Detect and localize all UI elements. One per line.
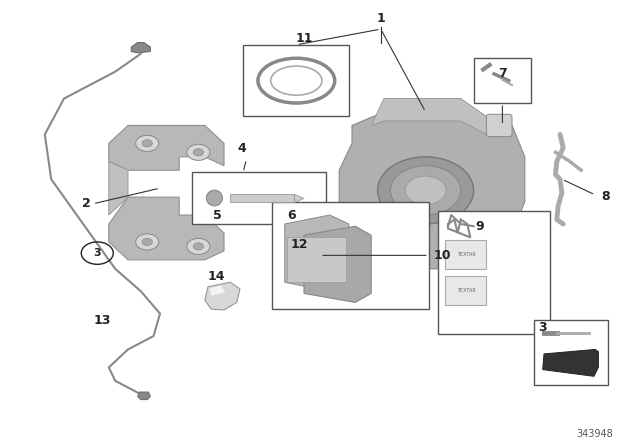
- Circle shape: [187, 144, 210, 160]
- Text: 3: 3: [93, 248, 101, 258]
- Text: 13: 13: [93, 314, 111, 327]
- Bar: [445, 276, 486, 305]
- Circle shape: [142, 238, 152, 246]
- Polygon shape: [371, 99, 486, 134]
- Polygon shape: [543, 349, 598, 376]
- Text: 11: 11: [295, 31, 313, 45]
- Circle shape: [142, 140, 152, 147]
- Text: 14: 14: [207, 270, 225, 284]
- FancyBboxPatch shape: [486, 114, 512, 137]
- Bar: [192, 172, 326, 224]
- Polygon shape: [109, 197, 224, 260]
- Polygon shape: [138, 392, 150, 400]
- Circle shape: [405, 176, 446, 205]
- Bar: [474, 58, 531, 103]
- Bar: [445, 240, 486, 269]
- Text: 7: 7: [498, 67, 507, 81]
- Text: 5: 5: [213, 208, 222, 222]
- Text: 10: 10: [434, 249, 451, 262]
- Bar: [287, 237, 346, 282]
- Bar: [272, 202, 429, 309]
- Text: 343948: 343948: [577, 429, 613, 439]
- Text: 8: 8: [602, 190, 610, 203]
- Polygon shape: [339, 112, 525, 269]
- Circle shape: [136, 135, 159, 151]
- Text: 1: 1: [376, 12, 385, 25]
- Polygon shape: [109, 125, 224, 170]
- Ellipse shape: [206, 190, 223, 206]
- Text: 4: 4: [237, 142, 246, 155]
- Text: 3: 3: [538, 320, 547, 334]
- Polygon shape: [285, 215, 349, 291]
- Polygon shape: [210, 285, 225, 296]
- Polygon shape: [131, 43, 150, 53]
- Text: 2: 2: [82, 197, 91, 211]
- Text: TEXTAR: TEXTAR: [456, 252, 476, 257]
- Bar: [243, 45, 349, 116]
- Circle shape: [187, 238, 210, 254]
- Polygon shape: [304, 226, 371, 302]
- Circle shape: [136, 234, 159, 250]
- Text: 12: 12: [291, 237, 308, 251]
- Polygon shape: [294, 194, 304, 202]
- Circle shape: [193, 243, 204, 250]
- Polygon shape: [109, 161, 128, 215]
- Text: 6: 6: [287, 208, 296, 222]
- Circle shape: [390, 166, 461, 215]
- Text: 9: 9: [476, 220, 484, 233]
- Circle shape: [193, 149, 204, 156]
- Bar: [230, 194, 294, 202]
- Bar: [534, 320, 608, 385]
- Polygon shape: [205, 282, 240, 310]
- Circle shape: [378, 157, 474, 224]
- Bar: [438, 211, 550, 334]
- Text: TEXTAR: TEXTAR: [456, 288, 476, 293]
